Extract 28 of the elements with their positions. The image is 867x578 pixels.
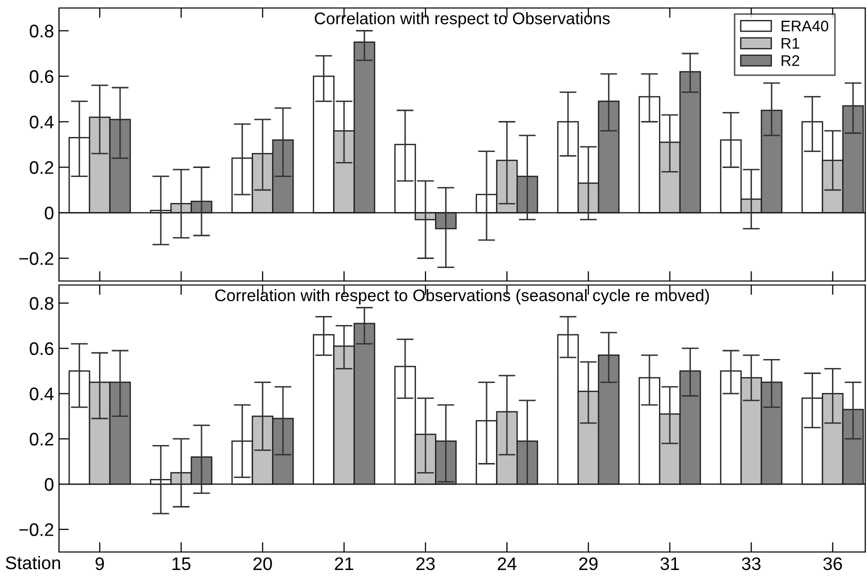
y-tick-label: −0.2 (19, 523, 54, 536)
y-tick-label: 0.2 (30, 161, 54, 174)
y-tick-label: 0 (44, 478, 54, 491)
chart-title: Correlation with respect to Observations (314, 12, 610, 28)
x-tick-label: 15 (172, 558, 190, 570)
y-tick-label: 0.8 (30, 297, 54, 310)
chart-title: Correlation with respect to Observations (seasonal cycle re moved) (215, 289, 709, 305)
legend-label: R2 (782, 55, 800, 66)
x-tick-label: 9 (96, 557, 104, 570)
x-tick-label: 21 (334, 557, 354, 570)
x-tick-label: 33 (742, 557, 760, 570)
y-tick-label: 0.6 (30, 70, 54, 83)
y-tick-label: 0.2 (30, 432, 54, 446)
x-tick-label: 20 (253, 557, 272, 570)
legend-label: R1 (782, 38, 800, 49)
y-tick-label: 0 (44, 206, 54, 220)
y-tick-label: 0.6 (30, 342, 54, 356)
x-tick-label: 36 (823, 557, 842, 570)
x-tick-label: 24 (498, 557, 516, 570)
x-tick-label: 29 (579, 557, 598, 570)
y-tick-label: −0.2 (19, 252, 54, 265)
x-axis-title: Station (6, 556, 60, 570)
y-tick-label: 0.4 (30, 116, 54, 128)
x-tick-label: 31 (660, 557, 679, 570)
x-tick-label: 23 (416, 557, 435, 570)
y-tick-label: 0.8 (30, 24, 54, 38)
legend-label: ERA40 (782, 20, 828, 32)
y-tick-label: 0.4 (30, 388, 54, 400)
